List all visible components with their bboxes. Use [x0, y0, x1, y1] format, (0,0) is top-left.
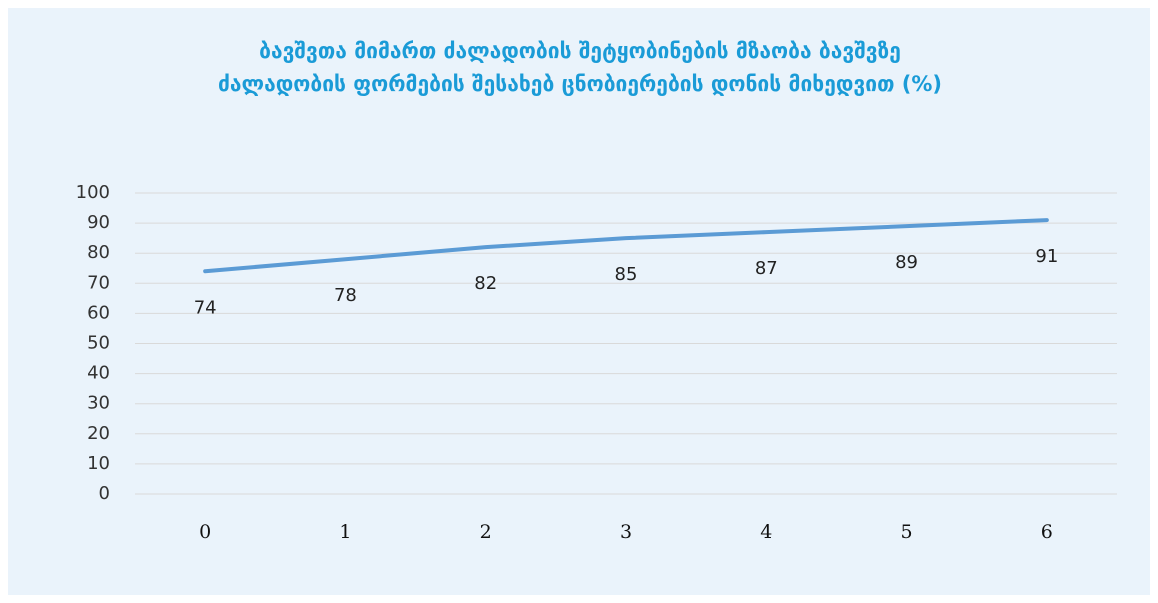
line	[203, 218, 1049, 274]
data-label: 85	[615, 264, 638, 285]
data-label: 78	[334, 285, 357, 306]
chart-background	[8, 8, 1150, 595]
chart-title: ძალადობის ფორმების შესახებ ცნობიერების დ…	[218, 72, 942, 96]
y-tick-label: 70	[87, 272, 110, 293]
y-tick-label: 0	[99, 483, 110, 504]
y-tick-label: 60	[87, 302, 110, 323]
y-tick-label: 30	[87, 393, 110, 414]
x-tick-label: 1	[339, 521, 351, 543]
x-tick-label: 3	[620, 521, 632, 543]
chart-title: ბავშვთა მიმართ ძალადობის შეტყობინების მზ…	[259, 39, 901, 63]
y-tick-label: 50	[87, 333, 110, 354]
x-tick-label: 0	[199, 521, 211, 543]
data-label: 82	[474, 273, 497, 294]
data-label: 91	[1035, 246, 1058, 267]
x-tick-label: 5	[901, 521, 913, 543]
y-tick-label: 90	[87, 212, 110, 233]
y-tick-label: 40	[87, 363, 110, 384]
y-tick-label: 20	[87, 423, 110, 444]
y-tick-label: 10	[87, 453, 110, 474]
data-label: 89	[895, 252, 918, 273]
y-tick-label: 80	[87, 242, 110, 263]
x-tick-label: 2	[480, 521, 492, 543]
data-label: 87	[755, 258, 778, 279]
x-tick-label: 6	[1041, 521, 1053, 543]
y-tick-label: 100	[76, 182, 110, 203]
x-tick-label: 4	[760, 521, 772, 543]
data-label: 74	[194, 297, 217, 318]
